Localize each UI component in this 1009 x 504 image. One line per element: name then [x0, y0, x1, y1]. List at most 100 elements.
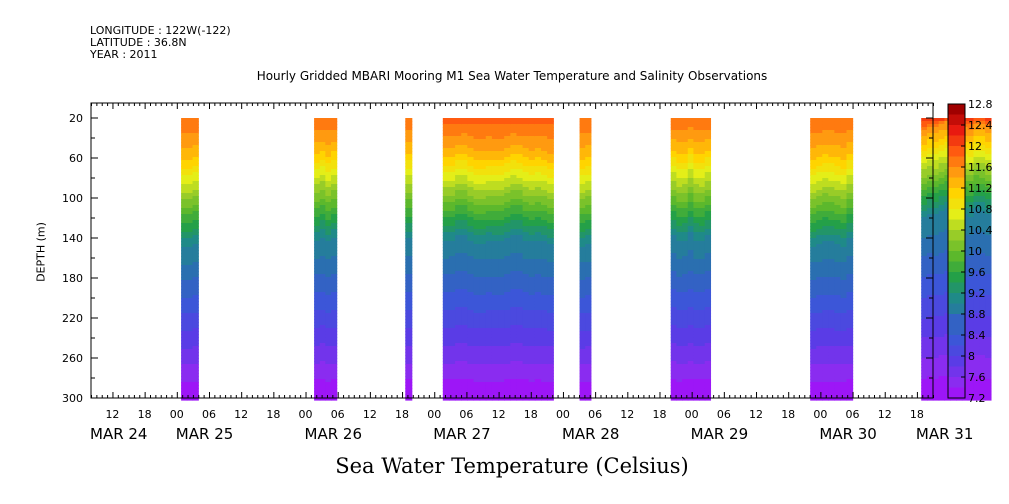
heatmap-cell: [676, 136, 683, 140]
heatmap-cell: [510, 151, 518, 155]
heatmap-cell: [967, 337, 975, 341]
heatmap-cell: [541, 205, 548, 209]
heatmap-cell: [319, 196, 326, 200]
heatmap-cell: [192, 352, 199, 356]
heatmap-cell: [670, 280, 678, 284]
heatmap-cell: [840, 307, 848, 311]
heatmap-cell: [192, 130, 199, 134]
heatmap-cell: [510, 157, 518, 161]
heatmap-cell: [461, 277, 468, 281]
heatmap-cell: [670, 223, 678, 227]
heatmap-cell: [479, 133, 487, 137]
heatmap-cell: [932, 304, 940, 308]
heatmap-cell: [547, 265, 554, 269]
heatmap-cell: [491, 310, 499, 314]
heatmap-cell: [455, 163, 462, 167]
heatmap-cell: [938, 325, 946, 329]
heatmap-cell: [704, 226, 712, 230]
heatmap-cell: [319, 397, 326, 401]
heatmap-cell: [448, 241, 456, 245]
heatmap-cell: [846, 379, 854, 383]
heatmap-cell: [816, 154, 823, 158]
heatmap-cell: [510, 352, 518, 356]
heatmap-cell: [932, 385, 940, 389]
heatmap-cell: [314, 349, 321, 353]
heatmap-cell: [522, 142, 530, 146]
heatmap-cell: [822, 226, 829, 230]
heatmap-cell: [810, 271, 817, 275]
heatmap-cell: [448, 394, 456, 398]
heatmap-cell: [485, 181, 493, 185]
heatmap-cell: [921, 265, 928, 269]
heatmap-cell: [816, 379, 823, 383]
heatmap-cell: [816, 334, 823, 338]
heatmap-cell: [579, 124, 586, 128]
heatmap-cell: [541, 262, 548, 266]
heatmap-cell: [455, 196, 462, 200]
heatmap-cell: [522, 370, 530, 374]
heatmap-cell: [541, 298, 548, 302]
heatmap-cell: [927, 160, 934, 164]
heatmap-cell: [461, 364, 468, 368]
heatmap-cell: [585, 253, 592, 257]
heatmap-cell: [405, 280, 413, 284]
heatmap-cell: [828, 352, 835, 356]
heatmap-cell: [541, 181, 548, 185]
heatmap-cell: [479, 241, 487, 245]
heatmap-cell: [314, 184, 321, 188]
heatmap-cell: [704, 163, 712, 167]
heatmap-cell: [473, 352, 481, 356]
heatmap-cell: [585, 295, 592, 299]
heatmap-cell: [840, 160, 848, 164]
heatmap-cell: [921, 214, 928, 218]
heatmap-cell: [516, 193, 524, 197]
heatmap-cell: [810, 346, 817, 350]
heatmap-cell: [846, 349, 854, 353]
heatmap-cell: [442, 160, 450, 164]
heatmap-cell: [455, 391, 462, 395]
heatmap-cell: [979, 244, 986, 248]
heatmap-cell: [846, 235, 854, 239]
heatmap-cell: [676, 139, 683, 143]
heatmap-cell: [498, 205, 505, 209]
heatmap-cell: [186, 325, 194, 329]
heatmap-cell: [921, 217, 928, 221]
heatmap-cell: [704, 217, 712, 221]
heatmap-cell: [921, 250, 928, 254]
heatmap-cell: [491, 379, 499, 383]
heatmap-cell: [498, 238, 505, 242]
heatmap-cell: [699, 319, 706, 323]
heatmap-cell: [699, 298, 706, 302]
heatmap-cell: [448, 139, 456, 143]
heatmap-cell: [192, 328, 199, 332]
heatmap-cell: [325, 229, 332, 233]
heatmap-cell: [192, 181, 199, 185]
heatmap-cell: [534, 328, 542, 332]
heatmap-cell: [467, 175, 475, 179]
heatmap-cell: [186, 157, 194, 161]
heatmap-cell: [461, 220, 468, 224]
heatmap-cell: [846, 283, 854, 287]
heatmap-cell: [921, 331, 928, 335]
heatmap-cell: [846, 238, 854, 242]
heatmap-cell: [479, 139, 487, 143]
heatmap-cell: [670, 349, 678, 353]
heatmap-cell: [834, 247, 842, 251]
heatmap-cell: [485, 304, 493, 308]
heatmap-cell: [181, 184, 188, 188]
heatmap-cell: [979, 226, 986, 230]
heatmap-cell: [816, 166, 823, 170]
heatmap-cell: [693, 139, 700, 143]
heatmap-cell: [967, 379, 975, 383]
heatmap-cell: [840, 349, 848, 353]
heatmap-cell: [314, 361, 321, 365]
heatmap-cell: [585, 370, 592, 374]
heatmap-cell: [442, 169, 450, 173]
heatmap-cell: [687, 259, 695, 263]
heatmap-cell: [405, 292, 413, 296]
heatmap-cell: [846, 190, 854, 194]
heatmap-cell: [528, 220, 536, 224]
heatmap-cell: [331, 283, 338, 287]
heatmap-cell: [491, 208, 499, 212]
heatmap-cell: [504, 220, 511, 224]
